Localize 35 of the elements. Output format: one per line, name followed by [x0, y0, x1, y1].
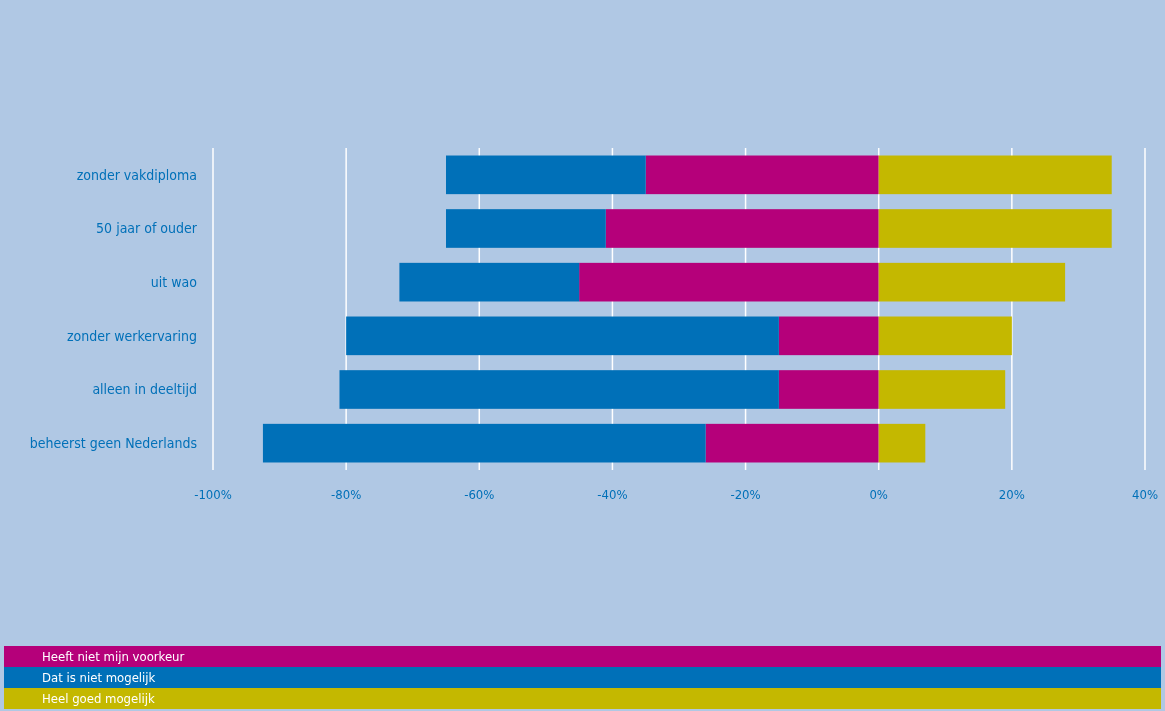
bar — [346, 316, 779, 356]
y-tick-label: 50 jaar of ouder — [96, 220, 198, 237]
x-tick-label: -40% — [597, 487, 628, 502]
x-tick-label: -20% — [730, 487, 761, 502]
x-tick-label: -80% — [331, 487, 362, 502]
bar — [645, 155, 879, 195]
bar — [878, 155, 1112, 195]
y-tick-label: zonder vakdiploma — [76, 166, 197, 183]
y-tick-label: beheerst geen Nederlands — [29, 435, 197, 452]
text: Heeft niet mijn voorkeur — [42, 649, 185, 665]
y-tick-label: alleen in deeltijd — [92, 381, 197, 398]
bar — [399, 262, 580, 302]
bar — [778, 316, 879, 356]
bar — [705, 423, 879, 463]
bar — [878, 262, 1066, 302]
text: Heel goed mogelijk — [42, 691, 155, 707]
bar — [778, 370, 879, 409]
x-tick-label: 0% — [869, 487, 888, 502]
bar — [446, 155, 646, 195]
bar — [878, 370, 1006, 409]
bar — [878, 423, 926, 463]
bar — [878, 316, 1012, 356]
bar — [339, 370, 779, 409]
y-tick-label: uit wao — [150, 274, 198, 291]
bar — [446, 209, 606, 248]
y-tick-label: zonder werkervaring — [67, 327, 197, 344]
bar — [262, 423, 706, 463]
text: Dat is niet mogelijk — [42, 670, 156, 686]
x-tick-label: -100% — [194, 487, 232, 502]
bar — [579, 262, 879, 302]
x-tick-label: -60% — [464, 487, 495, 502]
x-tick-label: 40% — [1132, 487, 1158, 502]
x-tick-label: 20% — [998, 487, 1025, 502]
bar — [878, 209, 1112, 248]
bar — [605, 209, 879, 248]
